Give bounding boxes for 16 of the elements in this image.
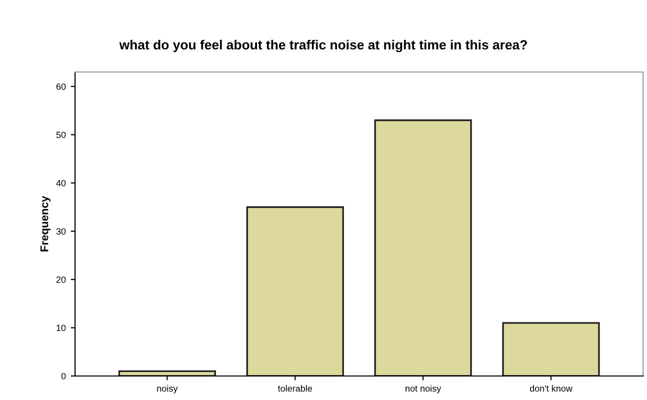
y-tick-label: 10 <box>56 324 66 332</box>
x-tick-label: don't know <box>530 385 572 392</box>
x-tick-label: tolerable <box>278 385 312 392</box>
y-tick-label: 40 <box>56 180 66 186</box>
chart-title: what do you feel about the traffic noise at night time in this area? <box>119 40 527 52</box>
y-axis-title: Frequency <box>40 196 50 252</box>
y-tick-label: 20 <box>56 276 66 283</box>
x-tick-label: not noisy <box>406 385 442 394</box>
y-tick-label: 30 <box>56 228 66 235</box>
y-tick-label: 50 <box>56 132 66 138</box>
y-tick-label: 0 <box>61 372 66 380</box>
x-tick-label: noisy <box>157 385 178 394</box>
y-tick-label: 60 <box>56 83 66 90</box>
bar <box>502 322 600 376</box>
bar <box>246 206 344 376</box>
bar <box>374 119 472 376</box>
